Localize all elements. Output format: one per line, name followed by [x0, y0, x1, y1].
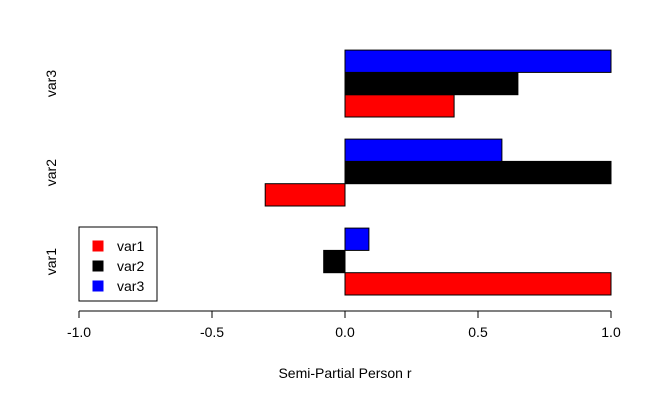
bar-var2-var3: [344, 138, 503, 162]
legend-box: [78, 226, 158, 302]
legend-swatch-var1: [92, 240, 104, 252]
bar-var1-var2: [323, 249, 346, 274]
x-tick-label: -0.5: [200, 324, 224, 340]
legend: var1 var2 var3: [78, 226, 158, 302]
legend-label-var3: var3: [117, 278, 144, 294]
legend-swatch-var3: [92, 280, 104, 292]
y-axis-labels: var1 var2 var3: [43, 70, 59, 276]
bar-var1-var1: [344, 272, 612, 296]
x-axis: -1.0 -0.5 0.0 0.5 1.0: [67, 310, 621, 340]
x-tick-label: -1.0: [67, 324, 91, 340]
x-tick-label: 1.0: [601, 324, 621, 340]
y-category-label: var3: [43, 70, 59, 97]
y-category-label: var1: [43, 248, 59, 275]
x-tick-label: 0.5: [468, 324, 488, 340]
legend-label-var1: var1: [117, 238, 144, 254]
y-category-label: var2: [43, 159, 59, 186]
x-tick-label: 0.0: [335, 324, 355, 340]
bar-var1-var3: [344, 227, 370, 251]
bar-var2-var1: [264, 183, 346, 207]
bar-var3-var3: [344, 49, 612, 73]
bar-var3-var1: [344, 94, 455, 118]
bars-layer: [264, 49, 612, 296]
bar-var2-var2: [344, 160, 612, 185]
bar-var3-var2: [344, 71, 519, 96]
legend-label-var2: var2: [117, 258, 144, 274]
legend-swatch-var2: [92, 260, 104, 272]
x-axis-title: Semi-Partial Person r: [278, 365, 411, 381]
